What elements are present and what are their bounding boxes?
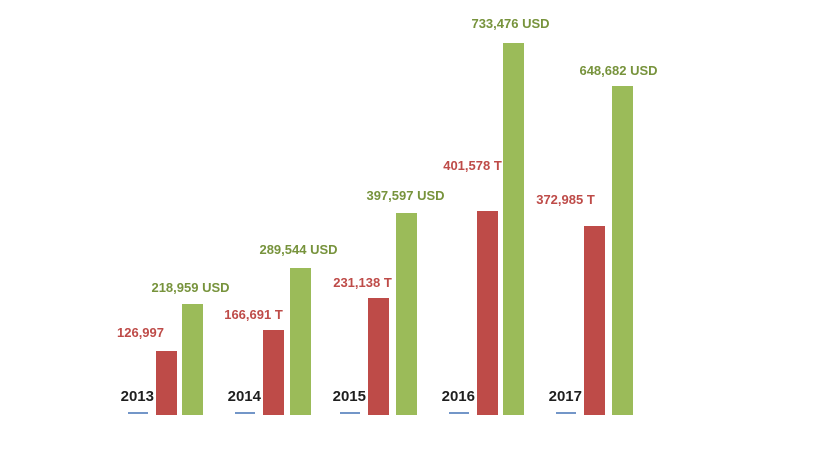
bar-t-2017 — [584, 226, 605, 415]
year-underline-2015 — [340, 412, 360, 414]
value-label-t-2017: 372,985 T — [536, 192, 595, 207]
value-label-t-2014: 166,691 T — [224, 307, 283, 322]
year-label-2016: 2016 — [441, 388, 475, 405]
value-label-usd-2017: 648,682 USD — [579, 63, 658, 78]
year-label-2017: 2017 — [548, 388, 582, 405]
value-label-t-2013: 126,997 — [117, 325, 164, 340]
bar-usd-2013 — [182, 304, 203, 415]
bar-usd-2016 — [503, 43, 524, 415]
bar-t-2014 — [263, 330, 284, 415]
bar-t-2015 — [368, 298, 389, 415]
year-underline-2017 — [556, 412, 576, 414]
value-label-usd-2013: 218,959 USD — [151, 280, 230, 295]
bar-t-2016 — [477, 211, 498, 415]
value-label-usd-2014: 289,544 USD — [259, 242, 338, 257]
bar-t-2013 — [156, 351, 177, 415]
value-label-t-2015: 231,138 T — [333, 275, 392, 290]
value-label-usd-2015: 397,597 USD — [366, 188, 445, 203]
bar-usd-2014 — [290, 268, 311, 415]
year-label-2015: 2015 — [332, 388, 366, 405]
value-label-t-2016: 401,578 T — [443, 158, 502, 173]
year-label-2013: 2013 — [120, 388, 154, 405]
bar-usd-2015 — [396, 213, 417, 415]
year-label-2014: 2014 — [227, 388, 261, 405]
value-label-usd-2016: 733,476 USD — [471, 16, 550, 31]
year-underline-2016 — [449, 412, 469, 414]
year-underline-2013 — [128, 412, 148, 414]
year-underline-2014 — [235, 412, 255, 414]
bar-usd-2017 — [612, 86, 633, 415]
